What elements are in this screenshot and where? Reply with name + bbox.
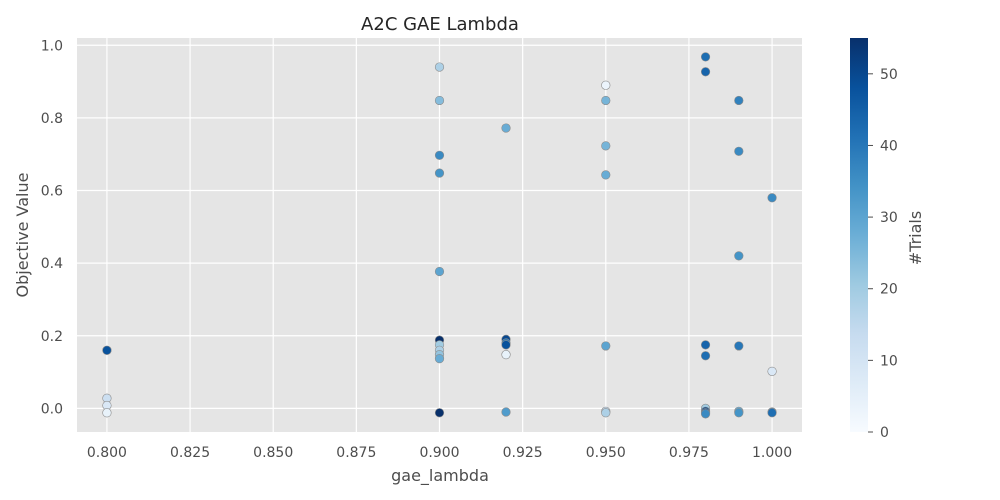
data-point (102, 408, 112, 418)
x-tick-label: 0.825 (170, 445, 210, 461)
x-tick-label: 0.975 (669, 445, 709, 461)
data-point (102, 345, 112, 355)
data-point (501, 123, 511, 133)
y-tick-label: 1.0 (41, 38, 63, 54)
data-point (601, 80, 611, 90)
data-point (700, 409, 711, 419)
data-point (601, 141, 611, 151)
data-point (434, 266, 445, 277)
data-point (734, 95, 744, 106)
data-point (434, 95, 445, 106)
y-tick-label: 0.8 (41, 111, 63, 127)
data-point (700, 340, 711, 350)
colorbar-tick-label: 40 (880, 138, 898, 154)
x-tick-label: 0.925 (503, 445, 543, 461)
y-axis-label: Objective Value (13, 173, 32, 298)
data-point (734, 408, 744, 418)
data-point (601, 341, 611, 351)
x-tick-label: 0.950 (586, 445, 626, 461)
data-point (601, 408, 611, 418)
data-point (434, 408, 445, 418)
colorbar (850, 38, 868, 432)
x-tick-labels: 0.800 0.825 0.850 0.875 0.900 0.925 0.950 0.975… (87, 445, 792, 461)
colorbar-tick-label: 10 (880, 353, 898, 369)
x-tick-label: 0.900 (419, 445, 459, 461)
data-point (434, 62, 445, 72)
data-point (501, 350, 511, 360)
data-points (102, 52, 777, 419)
x-tick-label: 0.800 (87, 445, 127, 461)
chart-title: A2C GAE Lambda (361, 14, 519, 35)
data-point (601, 170, 611, 180)
colorbar-tick-label: 20 (880, 282, 898, 298)
y-tick-labels: 0.0 0.2 0.4 0.6 0.8 1.0 (41, 38, 63, 417)
data-point (501, 407, 511, 417)
x-tick-label: 0.850 (253, 445, 293, 461)
colorbar-label: #Trials (906, 211, 925, 265)
colorbar-tick-label: 50 (880, 67, 898, 83)
data-point (734, 251, 744, 261)
x-tick-label: 0.875 (336, 445, 376, 461)
data-point (767, 408, 777, 418)
data-point (767, 366, 777, 376)
data-point (601, 95, 611, 106)
data-point (434, 150, 445, 160)
data-point (767, 193, 777, 203)
data-point (734, 341, 744, 351)
data-point (434, 354, 445, 364)
y-tick-label: 0.2 (41, 329, 63, 345)
data-point (501, 340, 511, 350)
colorbar-tick-label: 30 (880, 210, 898, 226)
x-axis-label: gae_lambda (391, 466, 489, 486)
data-point (434, 168, 445, 178)
data-point (734, 146, 744, 156)
data-point (700, 67, 711, 77)
x-gridlines (106, 38, 773, 432)
data-point (700, 351, 711, 361)
x-tick-label: 1.000 (752, 445, 792, 461)
colorbar-tick-label: 0 (880, 425, 889, 441)
y-tick-label: 0.6 (41, 184, 63, 200)
data-point (700, 52, 711, 62)
colorbar-ticks: 0 10 20 30 40 50 (868, 67, 898, 441)
y-tick-label: 0.4 (41, 256, 63, 272)
y-tick-label: 0.0 (41, 401, 63, 417)
